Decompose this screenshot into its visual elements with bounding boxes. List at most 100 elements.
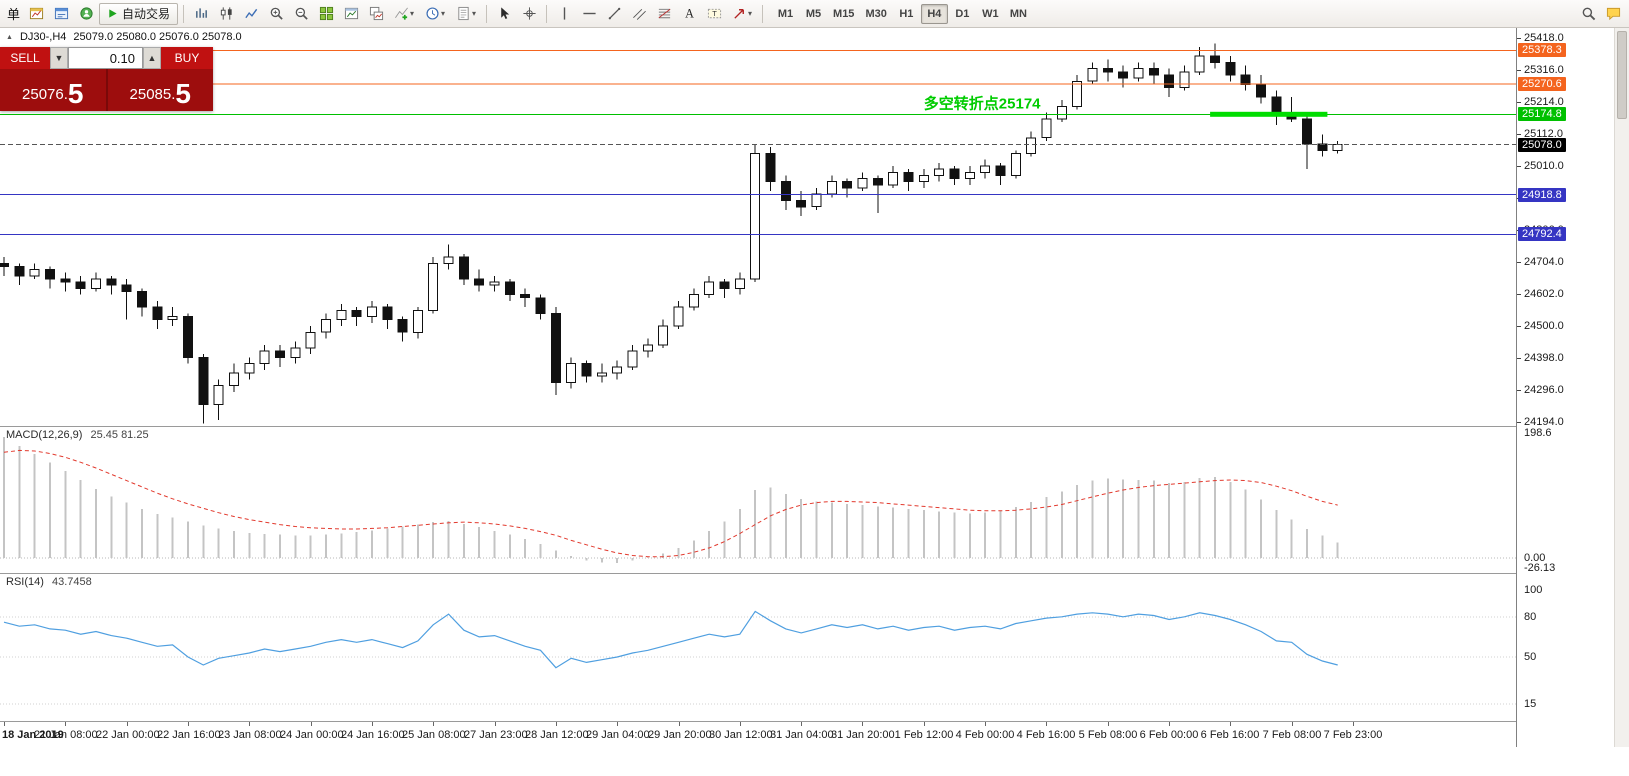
- price-tick-label: 24500.0: [1524, 320, 1564, 332]
- price-tick-label: 24296.0: [1524, 384, 1564, 396]
- macd-values: 25.45 81.25: [90, 429, 149, 441]
- time-tick-mark: [617, 722, 618, 726]
- new-chart-icon[interactable]: [339, 3, 363, 25]
- price-tick-mark: [1517, 294, 1521, 295]
- rsi-axis-label: 15: [1524, 698, 1537, 710]
- timeframe-m5[interactable]: M5: [805, 7, 822, 20]
- rsi-panel[interactable]: [0, 574, 1516, 721]
- price-axis[interactable]: 25418.025316.025214.025112.025010.024908…: [1516, 28, 1614, 747]
- label-icon[interactable]: T: [702, 3, 726, 25]
- price-tick-label: 24704.0: [1524, 256, 1564, 268]
- timeframe-m1[interactable]: M1: [777, 7, 794, 20]
- macd-name: MACD(12,26,9): [6, 429, 83, 441]
- timeframe-w1[interactable]: W1: [982, 7, 999, 20]
- toolbar-separator: [762, 4, 764, 23]
- line-chart-icon[interactable]: [239, 3, 263, 25]
- buy-button[interactable]: BUY: [161, 47, 213, 69]
- timeframe-m15[interactable]: M15: [833, 7, 855, 20]
- market-watch-icon[interactable]: [49, 3, 73, 25]
- time-tick-mark: [556, 722, 557, 726]
- price-level-badge: 25078.0: [1518, 138, 1566, 152]
- chart-ohlc-values: 25079.0 25080.0 25076.0 25078.0: [73, 31, 242, 43]
- text-icon[interactable]: A: [677, 3, 701, 25]
- search-icon[interactable]: [1576, 3, 1600, 25]
- vertical-scrollbar[interactable]: [1614, 28, 1629, 747]
- time-axis-label: 5 Feb 08:00: [1078, 729, 1138, 741]
- volume-decrease-button[interactable]: ▼: [50, 47, 68, 69]
- channel-icon[interactable]: [627, 3, 651, 25]
- timeframe-h4[interactable]: H4: [920, 3, 948, 24]
- sell-price-button[interactable]: 25076. 5: [0, 69, 106, 111]
- time-tick-mark: [801, 722, 802, 726]
- profile-charts-icon[interactable]: [364, 3, 388, 25]
- sell-button[interactable]: SELL: [0, 47, 50, 69]
- price-tick-mark: [1517, 390, 1521, 391]
- chart-profile-icon[interactable]: [24, 3, 48, 25]
- order-button-partial[interactable]: 单: [7, 7, 21, 22]
- price-tick-label: 25418.0: [1524, 32, 1564, 44]
- chart-window: 多空转折点25174 ▲ DJ30-,H4 25079.0 25080.0 25…: [0, 28, 1629, 747]
- main-chart[interactable]: 多空转折点25174: [0, 28, 1516, 426]
- time-tick-mark: [127, 722, 128, 726]
- time-axis-label: 7 Feb 23:00: [1323, 729, 1383, 741]
- horizontal-line-icon[interactable]: [577, 3, 601, 25]
- macd-panel[interactable]: [0, 427, 1516, 573]
- svg-text:T: T: [712, 9, 717, 18]
- time-axis[interactable]: 18 Jan 2019 21 Jan 08:00 22 Jan 00:00 22 Ja…: [0, 722, 1516, 747]
- periods-clock-icon[interactable]: ▾: [420, 3, 450, 25]
- fibonacci-icon[interactable]: [652, 3, 676, 25]
- vertical-line-icon[interactable]: [552, 3, 576, 25]
- panel-separator[interactable]: [0, 573, 1614, 574]
- community-icon[interactable]: [74, 3, 98, 25]
- time-axis-label: 29 Jan 20:00: [648, 729, 712, 741]
- time-axis-label: 28 Jan 12:00: [525, 729, 589, 741]
- chat-icon[interactable]: [1601, 3, 1625, 25]
- price-tick-label: 25010.0: [1524, 160, 1564, 172]
- time-axis-label: 27 Jan 23:00: [464, 729, 528, 741]
- price-level-badge: 25174.8: [1518, 107, 1566, 121]
- templates-icon[interactable]: ▾: [451, 3, 481, 25]
- macd-axis-label: 0.00: [1524, 552, 1546, 564]
- rsi-axis-label: 50: [1524, 651, 1537, 663]
- price-tick-mark: [1517, 326, 1521, 327]
- volume-input[interactable]: 0.10: [68, 47, 143, 69]
- buy-price-pips: 5: [175, 78, 191, 109]
- buy-price-button[interactable]: 25085. 5: [108, 69, 214, 111]
- timeframe-m30[interactable]: M30: [865, 7, 887, 20]
- time-axis-label: 29 Jan 04:00: [586, 729, 650, 741]
- price-tick-mark: [1517, 422, 1521, 423]
- zoom-in-icon[interactable]: [264, 3, 288, 25]
- crosshair-icon[interactable]: [517, 3, 541, 25]
- time-tick-mark: [65, 722, 66, 726]
- timeframe-h1[interactable]: H1: [899, 7, 914, 20]
- time-tick-mark: [433, 722, 434, 726]
- rsi-indicator-label: RSI(14) 43.7458: [6, 576, 92, 588]
- time-axis-label: 22 Jan 00:00: [96, 729, 160, 741]
- time-axis-label: 6 Feb 16:00: [1200, 729, 1260, 741]
- cursor-icon[interactable]: [492, 3, 516, 25]
- svg-text:多空转折点25174: 多空转折点25174: [924, 94, 1041, 112]
- price-tick-label: 25112.0: [1524, 128, 1563, 140]
- time-axis-label: 7 Feb 08:00: [1262, 729, 1322, 741]
- indicators-add-icon[interactable]: ▾: [389, 3, 419, 25]
- panel-separator[interactable]: [0, 721, 1614, 722]
- time-axis-label: 31 Jan 04:00: [770, 729, 834, 741]
- time-tick-mark: [1292, 722, 1293, 726]
- time-tick-mark: [372, 722, 373, 726]
- tile-windows-icon[interactable]: [314, 3, 338, 25]
- candlestick-chart-icon[interactable]: [214, 3, 238, 25]
- zoom-out-icon[interactable]: [289, 3, 313, 25]
- volume-increase-button[interactable]: ▲: [143, 47, 161, 69]
- arrows-icon[interactable]: ▾: [727, 3, 757, 25]
- bar-chart-icon[interactable]: [189, 3, 213, 25]
- auto-trading-button[interactable]: 自动交易: [99, 2, 179, 25]
- trendline-icon[interactable]: [602, 3, 626, 25]
- scrollbar-thumb[interactable]: [1617, 31, 1627, 119]
- sell-price: 25076.: [22, 86, 68, 103]
- panel-separator[interactable]: [0, 426, 1614, 427]
- price-level-badge: 25270.6: [1518, 77, 1566, 91]
- timeframe-mn[interactable]: MN: [1009, 7, 1027, 20]
- toolbar-separator: [546, 4, 548, 23]
- price-tick-mark: [1517, 70, 1521, 71]
- timeframe-d1[interactable]: D1: [955, 7, 970, 20]
